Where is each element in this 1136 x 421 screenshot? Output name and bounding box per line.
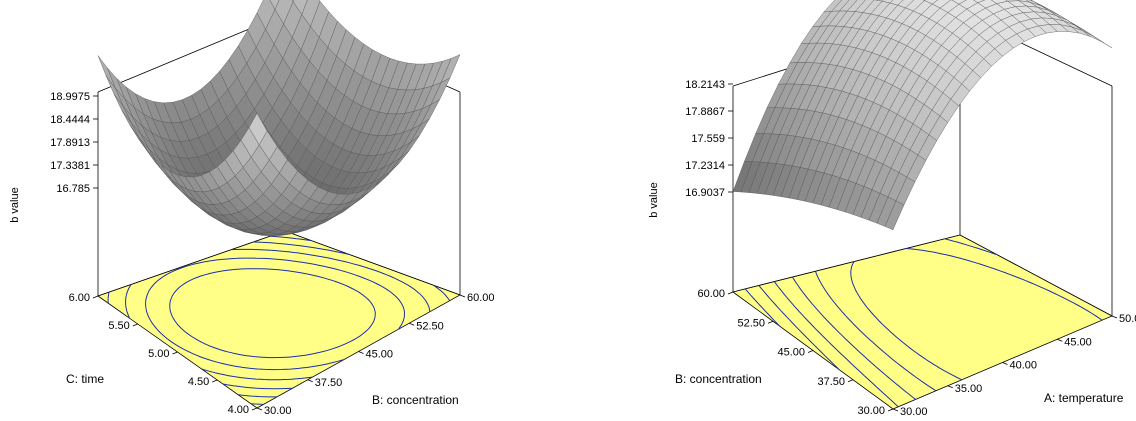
z-tick-label: 17.559 bbox=[691, 133, 725, 145]
x-axis-label: C: time bbox=[66, 372, 104, 386]
y-axis: 30.00 35.00 40.00 45.00 50.00 bbox=[892, 313, 1136, 418]
x-tick bbox=[727, 291, 734, 295]
surface-plot-right: 18.2143 17.8867 17.559 17.2314 16.9037 b valu… bbox=[648, 0, 1136, 418]
y-tick bbox=[947, 385, 953, 389]
y-tick bbox=[1002, 362, 1008, 365]
x-tick bbox=[847, 379, 854, 383]
floor-contours bbox=[744, 238, 1103, 408]
y-tick bbox=[307, 379, 313, 383]
z-tick-label: 17.2314 bbox=[685, 160, 725, 172]
surface-plot-left: 18.9975 18.4444 17.8913 17.3381 16.785 b valu… bbox=[9, 0, 495, 417]
z-axis-label: b value bbox=[9, 187, 21, 222]
y-tick-label: 52.50 bbox=[416, 320, 444, 332]
surface-cell bbox=[248, 112, 268, 146]
y-tick bbox=[459, 294, 466, 298]
z-tick-label: 16.785 bbox=[56, 183, 90, 195]
z-tick-label: 17.8913 bbox=[50, 137, 90, 149]
contour-line bbox=[238, 235, 312, 398]
z-tick-label: 16.9037 bbox=[685, 187, 725, 199]
z-tick-label: 18.4444 bbox=[50, 114, 90, 126]
y-tick-label: 60.00 bbox=[467, 292, 495, 304]
y-tick-label: 45.00 bbox=[366, 349, 394, 361]
contour-line bbox=[758, 285, 840, 370]
contour-line bbox=[169, 268, 376, 359]
z-axis: 18.2143 17.8867 17.559 17.2314 16.9037 bbox=[685, 79, 733, 199]
x-tick bbox=[172, 351, 178, 355]
x-tick-label: 37.50 bbox=[817, 376, 845, 388]
response-surface bbox=[732, 0, 1113, 231]
x-tick bbox=[132, 323, 138, 327]
x-tick-label: 45.00 bbox=[777, 347, 805, 359]
y-axis-label: B: concentration bbox=[372, 393, 459, 407]
contour-line bbox=[850, 248, 1103, 381]
y-tick bbox=[358, 351, 364, 354]
x-tick bbox=[251, 407, 258, 411]
contour-line bbox=[773, 281, 899, 408]
surface-cell bbox=[1082, 30, 1102, 42]
contour-line bbox=[744, 288, 780, 327]
contour-line bbox=[792, 276, 916, 400]
x-tick bbox=[807, 350, 814, 353]
x-tick-label: 4.50 bbox=[188, 376, 209, 388]
contour-line bbox=[815, 238, 998, 392]
z-axis-label: b value bbox=[648, 182, 660, 217]
x-tick bbox=[92, 295, 99, 299]
x-tick-label: 5.00 bbox=[148, 348, 169, 360]
x-tick bbox=[212, 379, 218, 383]
x-tick-label: 30.00 bbox=[857, 405, 885, 417]
x-tick bbox=[887, 408, 894, 412]
response-surface bbox=[97, 0, 461, 236]
x-tick-label: 60.00 bbox=[697, 288, 725, 300]
z-tick-label: 17.8867 bbox=[685, 106, 725, 118]
x-axis: 6.00 5.50 5.00 4.50 4.00 bbox=[69, 292, 258, 416]
x-tick-label: 4.00 bbox=[228, 404, 249, 416]
y-tick-label: 37.50 bbox=[315, 377, 343, 389]
x-tick-label: 5.50 bbox=[108, 320, 129, 332]
y-axis-label: A: temperature bbox=[1044, 391, 1124, 405]
x-axis-label: B: concentration bbox=[675, 372, 762, 386]
floor-plane bbox=[97, 230, 461, 409]
z-axis: 18.9975 18.4444 17.8913 17.3381 16.785 bbox=[50, 91, 98, 195]
z-tick-label: 18.2143 bbox=[685, 79, 725, 91]
y-tick-label: 45.00 bbox=[1064, 336, 1092, 348]
x-axis: 60.00 52.50 45.00 37.50 30.00 bbox=[697, 288, 894, 417]
surface-cell bbox=[884, 200, 905, 231]
y-tick-label: 35.00 bbox=[955, 383, 983, 395]
y-tick bbox=[409, 322, 415, 326]
y-tick-label: 40.00 bbox=[1010, 360, 1038, 372]
y-tick-label: 50.00 bbox=[1119, 313, 1136, 325]
y-tick-label: 30.00 bbox=[900, 406, 928, 418]
y-tick bbox=[892, 408, 899, 412]
z-tick-label: 18.9975 bbox=[50, 91, 90, 103]
contour-line bbox=[107, 241, 451, 390]
z-tick-label: 17.3381 bbox=[50, 160, 90, 172]
y-tick bbox=[1057, 338, 1063, 342]
y-tick bbox=[1111, 315, 1118, 319]
contour-line bbox=[145, 257, 405, 371]
x-tick-label: 6.00 bbox=[69, 292, 90, 304]
y-tick bbox=[256, 407, 263, 411]
x-tick bbox=[767, 320, 774, 324]
surface-cell bbox=[97, 55, 116, 89]
floor-plane bbox=[732, 234, 1113, 410]
contour-line bbox=[125, 248, 431, 381]
x-tick-label: 52.50 bbox=[737, 317, 765, 329]
y-tick-label: 30.00 bbox=[264, 405, 292, 417]
y-axis: 30.00 37.50 45.00 52.50 60.00 bbox=[256, 292, 495, 417]
